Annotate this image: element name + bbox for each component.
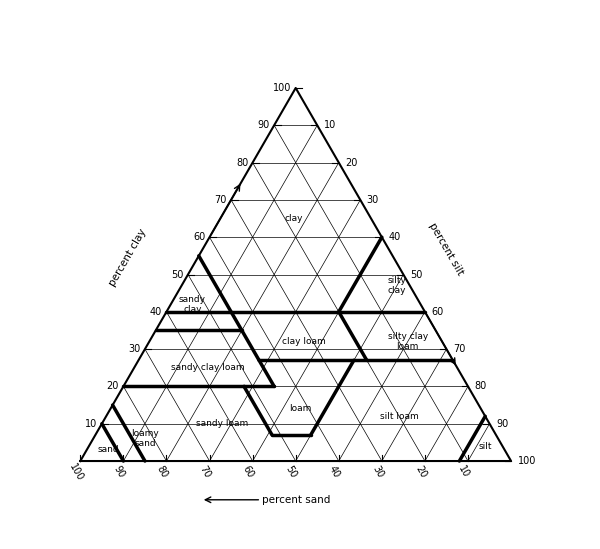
Text: percent silt: percent silt: [427, 221, 466, 277]
Text: sandy clay loam: sandy clay loam: [170, 363, 244, 372]
Text: 40: 40: [150, 307, 162, 317]
Text: percent sand: percent sand: [262, 495, 330, 505]
Text: clay loam: clay loam: [283, 337, 326, 346]
Text: 70: 70: [453, 344, 465, 354]
Text: loamy
sand: loamy sand: [131, 429, 159, 449]
Text: sandy
clay: sandy clay: [179, 295, 206, 314]
Text: 80: 80: [155, 464, 170, 480]
Text: clay: clay: [284, 214, 303, 223]
Text: 90: 90: [257, 120, 270, 130]
Text: 10: 10: [456, 464, 471, 480]
Text: percent clay: percent clay: [107, 227, 148, 288]
Text: 80: 80: [475, 382, 487, 391]
Text: 20: 20: [107, 382, 119, 391]
Text: 40: 40: [388, 232, 401, 242]
Text: 30: 30: [128, 344, 140, 354]
Text: 20: 20: [413, 464, 428, 480]
Text: 70: 70: [198, 464, 212, 480]
Text: sandy loam: sandy loam: [196, 419, 248, 428]
Text: 100: 100: [518, 456, 536, 466]
Text: 30: 30: [370, 464, 385, 480]
Text: silt loam: silt loam: [380, 412, 418, 421]
Text: 90: 90: [496, 419, 508, 429]
Text: 10: 10: [85, 419, 98, 429]
Text: silty clay
loam: silty clay loam: [388, 332, 428, 351]
Text: 70: 70: [214, 195, 227, 205]
Text: 40: 40: [327, 464, 342, 480]
Text: silty
clay: silty clay: [388, 276, 406, 295]
Text: 20: 20: [345, 158, 358, 167]
Text: 30: 30: [367, 195, 379, 205]
Text: 100: 100: [67, 462, 85, 483]
Text: 80: 80: [236, 158, 248, 167]
Text: 50: 50: [284, 464, 299, 480]
Text: 50: 50: [410, 270, 422, 279]
Text: 50: 50: [172, 270, 184, 279]
Text: 100: 100: [273, 83, 292, 93]
Text: 60: 60: [241, 464, 256, 480]
Text: silt: silt: [478, 441, 492, 451]
Text: 60: 60: [193, 232, 205, 242]
Text: 60: 60: [431, 307, 443, 317]
Text: sand: sand: [98, 445, 119, 455]
Text: 90: 90: [112, 464, 127, 480]
Text: 10: 10: [323, 120, 336, 130]
Text: loam: loam: [289, 404, 311, 413]
